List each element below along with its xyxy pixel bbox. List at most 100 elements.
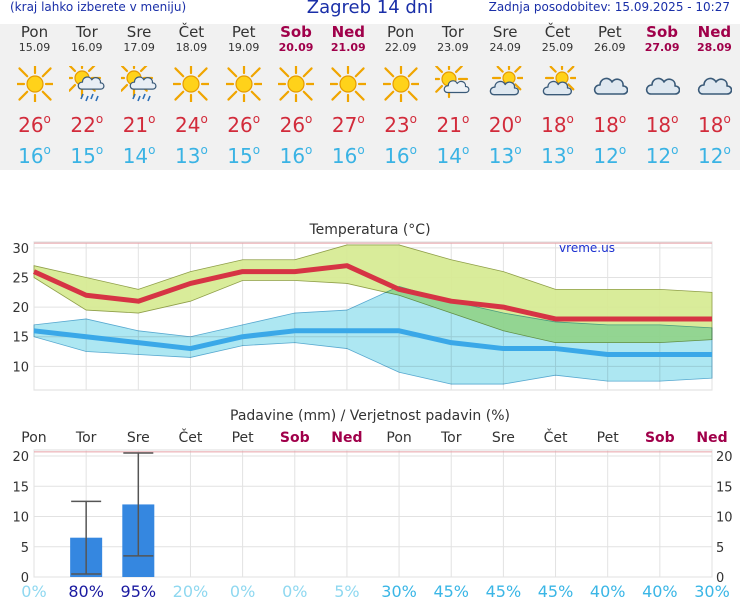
forecast-day: Pet 26.09 18o 12o bbox=[584, 23, 636, 168]
day-date: 22.09 bbox=[384, 41, 417, 54]
sun-cloud-rain-icon bbox=[68, 66, 105, 102]
precip-probability-label: 45% bbox=[433, 582, 469, 600]
precip-y-tick-right: 15 bbox=[716, 480, 733, 495]
max-temp: 18o bbox=[541, 112, 574, 137]
last-update: Zadnja posodobitev: 15.09.2025 - 10:27 bbox=[488, 0, 730, 14]
precip-probability-label: 30% bbox=[694, 582, 730, 600]
max-temp: 26o bbox=[279, 112, 313, 137]
max-temp: 26o bbox=[227, 112, 261, 137]
min-temp-range-band bbox=[33, 285, 713, 385]
watermark: vreme.us bbox=[559, 241, 615, 255]
max-temp: 20o bbox=[488, 112, 522, 137]
forecast-day: Pon 22.09 23o 16o bbox=[375, 23, 427, 168]
forecast-day: Pon 15.09 26o 16o bbox=[9, 23, 61, 168]
max-temp: 18o bbox=[645, 112, 679, 137]
day-date: 18.09 bbox=[175, 41, 208, 54]
precip-probability-label: 30% bbox=[381, 582, 417, 600]
temp-y-tick: 25 bbox=[12, 272, 29, 287]
precip-probability-label: 20% bbox=[173, 582, 209, 600]
min-temp: 12o bbox=[697, 143, 731, 168]
sun-cloud-icon bbox=[434, 66, 470, 99]
precip-probability-label: 40% bbox=[590, 582, 626, 600]
precip-probability-label: 0% bbox=[230, 582, 255, 600]
temp-y-tick: 10 bbox=[12, 360, 29, 375]
precip-probability-label: 45% bbox=[538, 582, 574, 600]
sun-icon bbox=[173, 66, 210, 102]
precip-probability-label: 0% bbox=[21, 582, 46, 600]
max-temp: 22o bbox=[70, 112, 104, 137]
precip-y-tick-left: 10 bbox=[12, 511, 29, 526]
precip-y-tick-right: 10 bbox=[716, 511, 733, 526]
day-name: Čet bbox=[544, 23, 571, 41]
forecast-day: Tor 16.09 22o 15o bbox=[61, 24, 113, 168]
day-date: 25.09 bbox=[541, 41, 574, 54]
day-name: Pon bbox=[386, 23, 415, 41]
min-temp: 13o bbox=[541, 143, 574, 168]
temp-y-tick: 30 bbox=[12, 242, 29, 257]
sun-cloud-rain-icon bbox=[121, 66, 157, 102]
sun-icon bbox=[382, 66, 419, 102]
forecast-day: Pet 19.09 26o 15o bbox=[218, 24, 270, 168]
min-temp: 12o bbox=[593, 143, 627, 168]
max-temp-line bbox=[32, 263, 712, 322]
sun-icon bbox=[278, 66, 314, 102]
precip-y-tick-right: 5 bbox=[716, 541, 724, 556]
day-date: 15.09 bbox=[18, 41, 51, 54]
precip-probability-label: 80% bbox=[68, 582, 104, 600]
day-name: Ned bbox=[331, 23, 366, 41]
max-temp: 21o bbox=[122, 112, 156, 137]
sun-icon bbox=[16, 66, 53, 102]
precip-probability-label: 40% bbox=[642, 582, 678, 600]
temp-y-tick: 15 bbox=[12, 331, 29, 346]
day-name: Čet bbox=[178, 23, 205, 41]
day-date: 16.09 bbox=[71, 41, 103, 54]
precip-y-tick-left: 15 bbox=[12, 480, 29, 495]
forecast-strip: Pon 15.09 26o 16o Tor 16.09 22o 15o Sre 17.09 21… bbox=[0, 24, 740, 170]
precip-x-label: Pet bbox=[597, 430, 620, 446]
day-date: 23.09 bbox=[437, 41, 469, 54]
min-temp-line bbox=[33, 328, 712, 357]
forecast-day: Čet 25.09 18o 13o bbox=[532, 23, 584, 168]
max-temp: 24o bbox=[174, 112, 208, 137]
min-temp: 15o bbox=[70, 143, 104, 168]
precip-y-tick-left: 20 bbox=[12, 450, 29, 465]
precip-probability-label: 0% bbox=[282, 582, 307, 600]
forecast-day: Čet 18.09 24o 13o bbox=[165, 23, 217, 168]
cloud-sun-icon bbox=[489, 66, 524, 96]
precip-x-label: Tor bbox=[440, 430, 462, 446]
forecast-day: Sob 20.09 26o 16o bbox=[270, 24, 322, 168]
cloud-sun-icon bbox=[542, 66, 576, 96]
precip-probability-label: 95% bbox=[121, 582, 157, 600]
page-header: (kraj lahko izberete v meniju) Zagreb 14… bbox=[0, 0, 740, 20]
day-name: Sre bbox=[492, 23, 518, 41]
precip-y-tick-left: 0 bbox=[21, 571, 29, 586]
max-temp: 27o bbox=[331, 112, 365, 137]
precip-x-label: Sob bbox=[280, 430, 310, 446]
day-date: 24.09 bbox=[489, 41, 521, 54]
precip-x-label: Ned bbox=[331, 430, 362, 446]
day-date: 19.09 bbox=[227, 41, 260, 54]
cloud-icon bbox=[698, 77, 733, 95]
day-date: 26.09 bbox=[594, 41, 626, 54]
forecast-day: Sre 17.09 21o 14o bbox=[113, 24, 165, 168]
precip-y-tick-right: 20 bbox=[716, 450, 733, 465]
min-temp: 13o bbox=[488, 143, 522, 168]
day-name: Sob bbox=[646, 23, 679, 41]
max-temp: 18o bbox=[697, 112, 731, 137]
page-title: Zagreb 14 dni bbox=[306, 0, 434, 18]
precip-x-label: Ned bbox=[696, 430, 727, 446]
day-name: Pet bbox=[597, 23, 622, 41]
min-temp: 16o bbox=[331, 143, 365, 168]
cloud-icon bbox=[645, 77, 681, 95]
min-temp: 14o bbox=[436, 143, 470, 168]
precip-y-tick-right: 0 bbox=[716, 571, 724, 586]
precip-x-label: Sre bbox=[127, 430, 150, 446]
day-name: Pon bbox=[20, 23, 49, 41]
precip-x-label: Pon bbox=[21, 430, 46, 446]
max-temp: 21o bbox=[436, 112, 470, 137]
max-temp: 23o bbox=[384, 112, 417, 137]
cloud-icon bbox=[593, 77, 628, 95]
sun-icon bbox=[225, 66, 262, 102]
precip-x-label: Tor bbox=[75, 430, 97, 446]
precip-chart-title: Padavine (mm) / Verjetnost padavin (%) bbox=[230, 408, 510, 424]
